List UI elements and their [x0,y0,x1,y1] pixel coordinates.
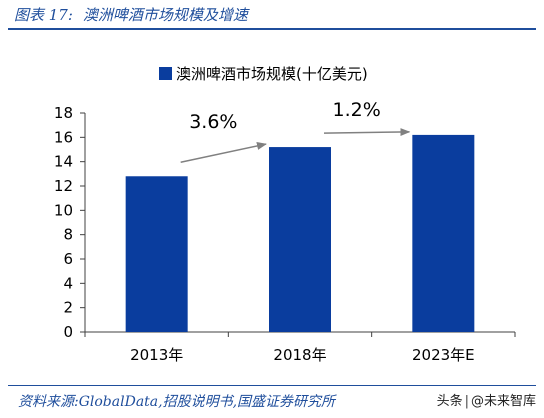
watermark-platform: 头条 [436,394,463,409]
y-tick-label: 2 [63,299,73,317]
y-tick-label: 0 [63,323,73,341]
x-axis: 2013年 2018年 2023年E [84,331,516,364]
bottom-rule [8,385,536,386]
growth-arrow [180,142,267,164]
y-tick-label: 18 [54,104,73,122]
x-tick-label: 2023年E [412,346,475,364]
growth-label: 1.2% [333,99,381,121]
x-tick-label: 2018年 [273,346,326,364]
bar [125,176,188,332]
bar [412,134,475,332]
y-axis: 0 2 4 6 8 10 12 14 16 18 [54,104,86,341]
watermark-account: @未来智库 [470,394,536,409]
growth-annotations: 3.6% 1.2% [180,99,411,164]
top-rule [8,28,536,30]
watermark: 头条 | @未来智库 [437,390,536,409]
y-tick-label: 8 [63,226,73,244]
watermark-separator: | [464,394,469,409]
bars [125,134,475,332]
growth-arrow [323,128,411,137]
source-note: 资料来源:GlobalData,招股说明书,国盛证券研究所 [18,394,336,410]
y-tick-label: 12 [54,177,73,195]
y-tick-label: 4 [63,274,73,292]
legend-label: 澳洲啤酒市场规模(十亿美元) [176,65,368,83]
growth-label: 3.6% [189,111,237,133]
bar [269,147,331,332]
legend: 澳洲啤酒市场规模(十亿美元) [159,65,368,83]
y-tick-label: 6 [63,250,73,268]
figure-number: 图表 17: [14,6,73,24]
legend-swatch [159,67,172,80]
y-tick-label: 10 [54,201,73,219]
figure-title: 图表 17: 澳洲啤酒市场规模及增速 [12,4,248,25]
figure-title-text: 澳洲啤酒市场规模及增速 [82,6,248,24]
y-tick-label: 16 [54,128,73,146]
x-tick-label: 2013年 [130,346,183,364]
y-tick-label: 14 [54,153,73,171]
